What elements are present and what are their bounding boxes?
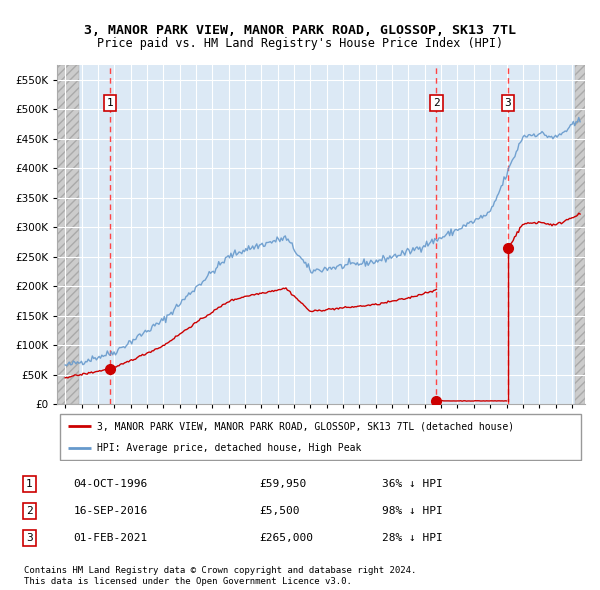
Text: 3: 3 bbox=[505, 99, 511, 108]
Text: 01-FEB-2021: 01-FEB-2021 bbox=[74, 533, 148, 543]
FancyBboxPatch shape bbox=[59, 414, 581, 460]
Text: Contains HM Land Registry data © Crown copyright and database right 2024.: Contains HM Land Registry data © Crown c… bbox=[24, 566, 416, 575]
Text: £265,000: £265,000 bbox=[259, 533, 313, 543]
Text: Price paid vs. HM Land Registry's House Price Index (HPI): Price paid vs. HM Land Registry's House … bbox=[97, 37, 503, 50]
Text: 3, MANOR PARK VIEW, MANOR PARK ROAD, GLOSSOP, SK13 7TL (detached house): 3, MANOR PARK VIEW, MANOR PARK ROAD, GLO… bbox=[97, 421, 514, 431]
Text: 1: 1 bbox=[26, 479, 33, 489]
Text: 04-OCT-1996: 04-OCT-1996 bbox=[74, 479, 148, 489]
Text: 3, MANOR PARK VIEW, MANOR PARK ROAD, GLOSSOP, SK13 7TL: 3, MANOR PARK VIEW, MANOR PARK ROAD, GLO… bbox=[84, 24, 516, 37]
Text: 98% ↓ HPI: 98% ↓ HPI bbox=[382, 506, 443, 516]
Text: £5,500: £5,500 bbox=[259, 506, 299, 516]
Text: 2: 2 bbox=[26, 506, 33, 516]
Text: This data is licensed under the Open Government Licence v3.0.: This data is licensed under the Open Gov… bbox=[24, 577, 352, 586]
Text: 28% ↓ HPI: 28% ↓ HPI bbox=[382, 533, 443, 543]
Text: 3: 3 bbox=[26, 533, 33, 543]
Text: HPI: Average price, detached house, High Peak: HPI: Average price, detached house, High… bbox=[97, 443, 361, 453]
Text: 16-SEP-2016: 16-SEP-2016 bbox=[74, 506, 148, 516]
Text: £59,950: £59,950 bbox=[259, 479, 306, 489]
Text: 1: 1 bbox=[107, 99, 113, 108]
Text: 2: 2 bbox=[433, 99, 440, 108]
Text: 36% ↓ HPI: 36% ↓ HPI bbox=[382, 479, 443, 489]
